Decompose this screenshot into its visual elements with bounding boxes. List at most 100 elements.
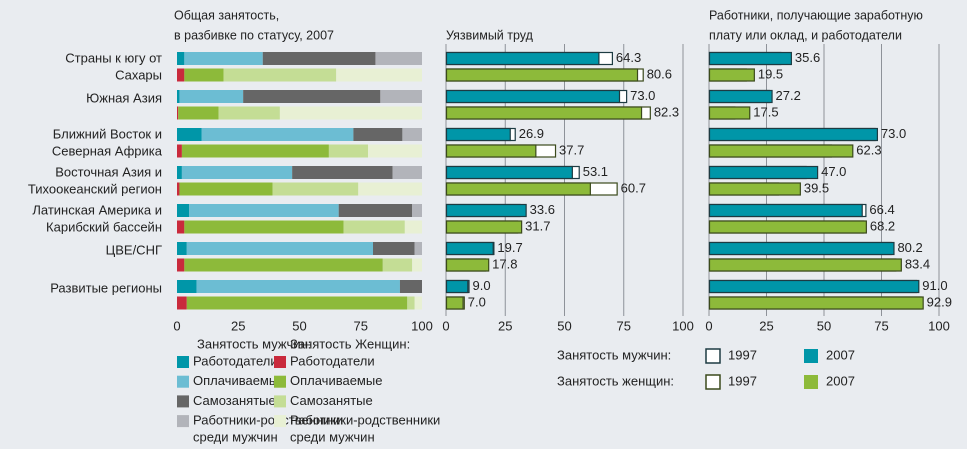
- legend-swatch: [177, 395, 189, 408]
- category-label: Ближний Восток и: [53, 126, 162, 141]
- bar-segment: [177, 128, 202, 141]
- bar-segment: [184, 52, 263, 65]
- legend-swatch: [274, 395, 286, 408]
- value-label: 17.8: [492, 256, 517, 271]
- value-label: 7.0: [468, 294, 486, 309]
- value-label: 82.3: [654, 104, 679, 119]
- value-label: 73.0: [630, 88, 655, 103]
- bar-segment: [375, 52, 422, 65]
- bar: [445, 258, 490, 272]
- bar-segment: [218, 106, 280, 120]
- value-label: 92.9: [927, 294, 952, 309]
- bar-segment: [223, 68, 337, 82]
- legend-label: среди мужчин: [290, 430, 375, 445]
- bar-segment: [189, 204, 339, 217]
- value-label: 68.2: [870, 218, 895, 233]
- bar: [708, 165, 819, 180]
- bar-segment: [178, 106, 219, 120]
- legend-label: Самозанятые: [290, 393, 373, 408]
- legend-swatch: [274, 415, 286, 428]
- bar-segment: [177, 52, 185, 65]
- value-label: 83.4: [905, 256, 930, 271]
- bar-segment: [177, 204, 190, 217]
- value-label: 64.3: [616, 50, 641, 65]
- bar: [708, 182, 801, 196]
- bar-segment: [380, 90, 422, 103]
- bar-segment: [373, 242, 415, 255]
- bar-segment: [262, 52, 376, 65]
- legend-swatch: [177, 375, 189, 388]
- x-tick-label: 50: [557, 318, 571, 333]
- panel-title: Общая занятость,: [174, 8, 279, 22]
- panel-title: в разбивке по статусу, 2007: [174, 28, 334, 42]
- bar-segment: [186, 242, 373, 255]
- bar-segment: [358, 182, 422, 196]
- bar-segment: [201, 128, 354, 141]
- bar-segment: [292, 166, 393, 179]
- bar: [708, 51, 792, 66]
- category-label: Северная Африка: [52, 143, 163, 158]
- x-tick-label: 25: [498, 318, 512, 333]
- legend-label: Оплачиваемые: [193, 373, 285, 388]
- bar-segment: [177, 144, 182, 158]
- value-label: 27.2: [776, 88, 801, 103]
- x-tick-label: 100: [928, 318, 950, 333]
- x-tick-label: 100: [672, 318, 694, 333]
- bar-segment: [404, 220, 422, 234]
- category-label: Восточная Азия и: [55, 164, 162, 179]
- x-tick-label: 100: [411, 318, 433, 333]
- legend-label: 2007: [826, 347, 855, 362]
- bar-segment: [177, 220, 185, 234]
- x-tick-label: 75: [874, 318, 888, 333]
- category-label: Карибский бассейн: [46, 219, 162, 234]
- bar-segment: [368, 144, 422, 158]
- legend-swatch: [274, 356, 286, 368]
- value-label: 19.7: [497, 240, 522, 255]
- bar: [708, 127, 878, 142]
- bar-segment: [177, 68, 185, 82]
- bar: [445, 203, 527, 218]
- x-tick-label: 75: [354, 318, 368, 333]
- bar-segment: [243, 90, 381, 103]
- panel-title: плату или оклад, и работодатели: [709, 28, 902, 42]
- legend-swatch: [177, 415, 189, 428]
- bar: [445, 279, 469, 294]
- bar: [708, 279, 920, 294]
- panel-title: Работники, получающие заработную: [709, 8, 923, 22]
- bar: [708, 68, 755, 82]
- panel-title: Уязвимый труд: [446, 28, 534, 42]
- bar-segment: [184, 68, 224, 82]
- legend-title: Занятость мужчин:: [557, 347, 671, 362]
- value-label: 80.2: [897, 240, 922, 255]
- value-label: 31.7: [525, 218, 550, 233]
- bar-segment: [399, 280, 422, 293]
- bar: [445, 165, 573, 180]
- bar: [708, 296, 924, 310]
- x-tick-label: 0: [173, 318, 180, 333]
- bar-segment: [177, 296, 187, 310]
- bar-segment: [279, 106, 422, 120]
- value-label: 80.6: [647, 66, 672, 81]
- bar-segment: [177, 106, 179, 120]
- bar-segment: [412, 204, 422, 217]
- x-tick-label: 25: [231, 318, 245, 333]
- bar-segment: [338, 204, 413, 217]
- legend-label: Работники-родственники: [290, 413, 440, 428]
- legend-label: 1997: [728, 347, 757, 362]
- bar: [445, 51, 600, 66]
- value-label: 35.6: [795, 50, 820, 65]
- bar: [708, 203, 863, 218]
- value-label: 91.0: [922, 278, 947, 293]
- legend-label: Работники-родственники: [193, 413, 343, 428]
- bar-segment: [196, 280, 400, 293]
- bar: [445, 144, 537, 158]
- value-label: 17.5: [753, 104, 778, 119]
- category-label: ЦВЕ/СНГ: [106, 242, 162, 257]
- legend-title: Занятость женщин:: [557, 373, 674, 388]
- bar-segment: [343, 220, 405, 234]
- value-label: 26.9: [519, 126, 544, 141]
- bar: [708, 106, 751, 120]
- category-label: Южная Азия: [86, 90, 162, 105]
- value-label: 73.0: [881, 126, 906, 141]
- bar-segment: [184, 220, 344, 234]
